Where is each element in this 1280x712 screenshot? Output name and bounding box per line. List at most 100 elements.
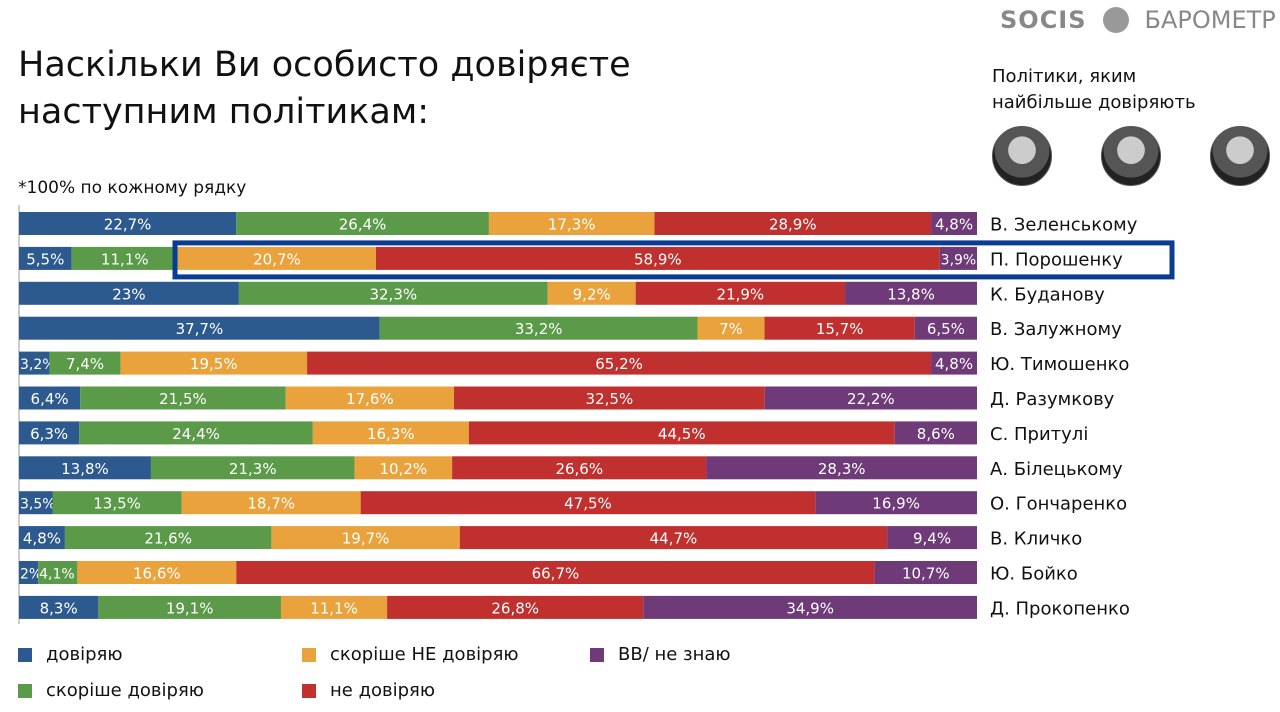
- bar-segment: [177, 246, 376, 270]
- chart-title: Наскільки Ви особисто довіряєте наступни…: [18, 45, 631, 132]
- data-label: 16,3%: [367, 425, 415, 443]
- data-label: 9,2%: [573, 285, 611, 303]
- data-label: 8,3%: [40, 599, 78, 617]
- bar-segment: [77, 561, 237, 584]
- bar-segment: [815, 491, 977, 515]
- bar-segment: [238, 281, 548, 305]
- data-label: 6,5%: [927, 320, 965, 338]
- data-label: 13,8%: [61, 460, 109, 478]
- data-label: 21,9%: [717, 285, 765, 303]
- category-label: К. Буданову: [990, 284, 1105, 305]
- data-label: 11,1%: [310, 599, 358, 617]
- bar-segment: [19, 281, 239, 305]
- bar-segment: [19, 246, 72, 270]
- bar-segment: [468, 421, 895, 445]
- bar-segment: [38, 561, 78, 584]
- data-label: 7%: [719, 320, 743, 338]
- stacked-bar-chart: 22,7% 26,4% 17,3% 28,9% 4,8% В. Зеленському 5,…: [18, 205, 1175, 624]
- avatar: [1101, 126, 1161, 186]
- category-label: П. Порошенку: [990, 249, 1123, 270]
- avatar: [1210, 126, 1270, 186]
- data-label: 21,5%: [159, 390, 207, 408]
- bar-segment: [19, 212, 237, 235]
- legend-item: довіряю: [18, 644, 122, 665]
- data-label: 11,1%: [101, 250, 149, 268]
- chart-note: *100% по кожному рядку: [18, 178, 247, 198]
- data-label: 15,7%: [816, 320, 864, 338]
- data-label: 44,5%: [658, 425, 706, 443]
- category-label: О. Гончаренко: [990, 494, 1127, 515]
- data-label: 28,3%: [818, 460, 866, 478]
- data-label: 13,8%: [887, 285, 935, 303]
- category-label: А. Білецькому: [990, 459, 1123, 480]
- bar-segment: [98, 595, 281, 619]
- legend-swatch: [302, 647, 316, 662]
- data-label: 10,7%: [902, 565, 950, 583]
- bar-segment: [454, 386, 765, 410]
- barometer-logo: БАРОМЕТР: [1144, 6, 1276, 34]
- logo: SOCIS БАРОМЕТР: [1000, 6, 1276, 34]
- category-label: В. Залужному: [990, 319, 1122, 340]
- bar-segment: [635, 281, 846, 305]
- bar-segment: [19, 491, 53, 515]
- data-label: 13,5%: [93, 495, 141, 513]
- data-label: 3,5%: [20, 497, 56, 513]
- bar-segment: [80, 386, 286, 410]
- data-label: 4,8%: [935, 216, 973, 234]
- data-label: 3,2%: [20, 357, 56, 373]
- bar-segment: [379, 316, 698, 340]
- legend-item: ВВ/ не знаю: [590, 644, 731, 665]
- bar-segment: [19, 595, 99, 619]
- bar-segment: [706, 456, 977, 480]
- bar-segment: [354, 456, 453, 480]
- bar-segment: [181, 491, 361, 515]
- data-label: 9,4%: [913, 530, 951, 548]
- bar-segment: [452, 456, 707, 480]
- data-label: 23%: [112, 285, 145, 303]
- legend-swatch: [18, 647, 32, 662]
- bar-segment: [654, 212, 932, 235]
- bar-segment: [236, 561, 875, 584]
- bar-segment: [547, 281, 636, 305]
- bar-segment: [271, 526, 460, 550]
- bar-segment: [387, 595, 644, 619]
- bar-segment: [307, 351, 932, 375]
- bar-segment: [312, 421, 469, 445]
- data-label: 24,4%: [172, 425, 220, 443]
- data-label: 28,9%: [769, 216, 817, 234]
- bar-segment: [236, 212, 489, 235]
- bar-segment: [931, 351, 977, 375]
- bar-segment: [643, 595, 977, 619]
- category-label: В. Кличко: [990, 529, 1082, 550]
- data-label: 47,5%: [564, 495, 612, 513]
- data-label: 34,9%: [786, 599, 834, 617]
- data-label: 32,3%: [369, 285, 417, 303]
- data-label: 20,7%: [253, 250, 301, 268]
- data-label: 32,5%: [586, 390, 634, 408]
- data-label: 6,3%: [30, 425, 68, 443]
- data-label: 2%: [20, 567, 42, 583]
- data-label: 19,7%: [342, 530, 390, 548]
- data-label: 17,3%: [548, 216, 596, 234]
- bar-segment: [894, 421, 977, 445]
- legend-label: ВВ/ не знаю: [618, 644, 731, 665]
- legend-swatch: [18, 683, 32, 698]
- data-label: 37,7%: [176, 320, 224, 338]
- legend-label: довіряю: [46, 644, 123, 665]
- data-label: 5,5%: [26, 250, 64, 268]
- legend-item: скоріше довіряю: [18, 680, 204, 701]
- bar-segment: [19, 421, 80, 445]
- bar-segment: [697, 316, 765, 340]
- data-label: 22,2%: [847, 390, 895, 408]
- data-label: 33,2%: [515, 320, 563, 338]
- bar-segment: [488, 212, 655, 235]
- category-label: Ю. Бойко: [990, 564, 1078, 585]
- bar-segment: [120, 351, 308, 375]
- category-label: Д. Прокопенко: [990, 598, 1130, 619]
- bar-segment: [764, 386, 977, 410]
- highlight-box: [172, 240, 1175, 280]
- data-label: 6,4%: [31, 390, 69, 408]
- data-label: 16,9%: [872, 495, 920, 513]
- data-label: 7,4%: [66, 355, 104, 373]
- bar-segment: [64, 526, 272, 550]
